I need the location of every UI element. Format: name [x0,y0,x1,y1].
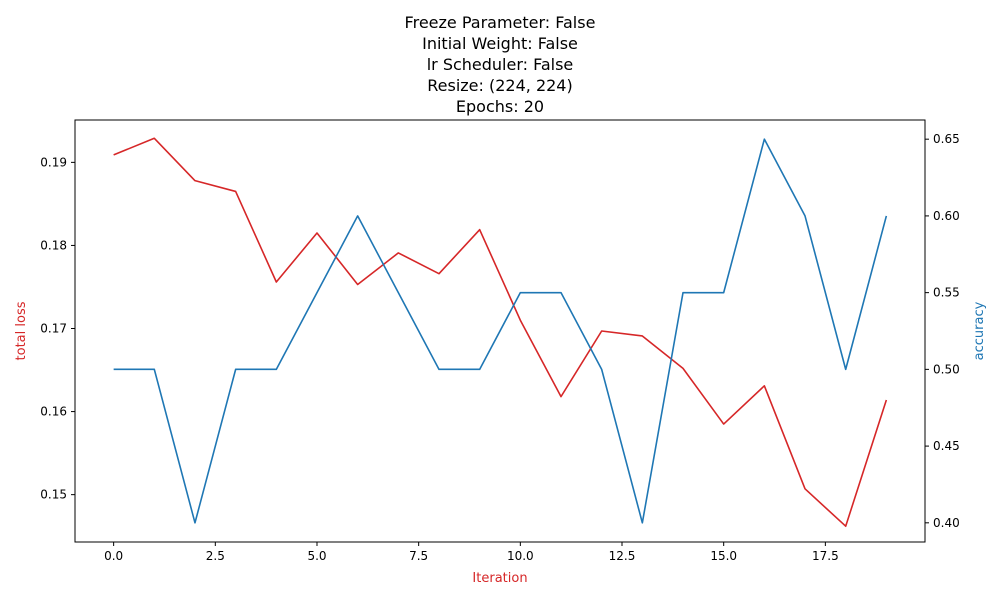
series-group [113,137,888,528]
x-tick-label: 15.0 [710,549,737,563]
y-axis-left: 0.15 0.16 0.17 0.18 0.19 [40,155,75,502]
x-axis-label: Iteration [472,571,527,586]
accuracy-line [113,138,888,524]
x-tick-label: 5.0 [307,549,326,563]
y-left-tick-label: 0.15 [40,488,67,502]
y-axis-right: 0.40 0.45 0.50 0.55 0.60 0.65 [925,132,960,530]
x-tick-label: 2.5 [206,549,225,563]
y-left-tick-label: 0.16 [40,405,67,419]
x-tick-label: 10.0 [507,549,534,563]
y-axis-right-label: accuracy [972,301,987,360]
y-right-tick-label: 0.60 [933,209,960,223]
x-tick-label: 17.5 [812,549,839,563]
y-right-tick-label: 0.55 [933,286,960,300]
y-right-tick-label: 0.50 [933,362,960,376]
title-line: Initial Weight: False [422,34,578,53]
total-loss-line [113,137,888,528]
y-left-tick-label: 0.17 [40,322,67,336]
y-axis-left-label: total loss [14,301,29,360]
x-tick-label: 12.5 [609,549,636,563]
x-tick-label: 0.0 [104,549,123,563]
y-right-tick-label: 0.45 [933,439,960,453]
plot-frame [74,119,926,543]
title-line: Freeze Parameter: False [405,13,596,32]
chart-title: Freeze Parameter: False Initial Weight: … [405,13,596,116]
x-axis: 0.0 2.5 5.0 7.5 10.0 12.5 15.0 17.5 [104,542,839,563]
title-line: Resize: (224, 224) [427,76,572,95]
y-right-tick-label: 0.40 [933,516,960,530]
y-left-tick-label: 0.18 [40,238,67,252]
y-left-tick-label: 0.19 [40,155,67,169]
title-line: lr Scheduler: False [427,55,574,74]
x-tick-label: 7.5 [409,549,428,563]
title-line: Epochs: 20 [456,97,544,116]
y-right-tick-label: 0.65 [933,132,960,146]
